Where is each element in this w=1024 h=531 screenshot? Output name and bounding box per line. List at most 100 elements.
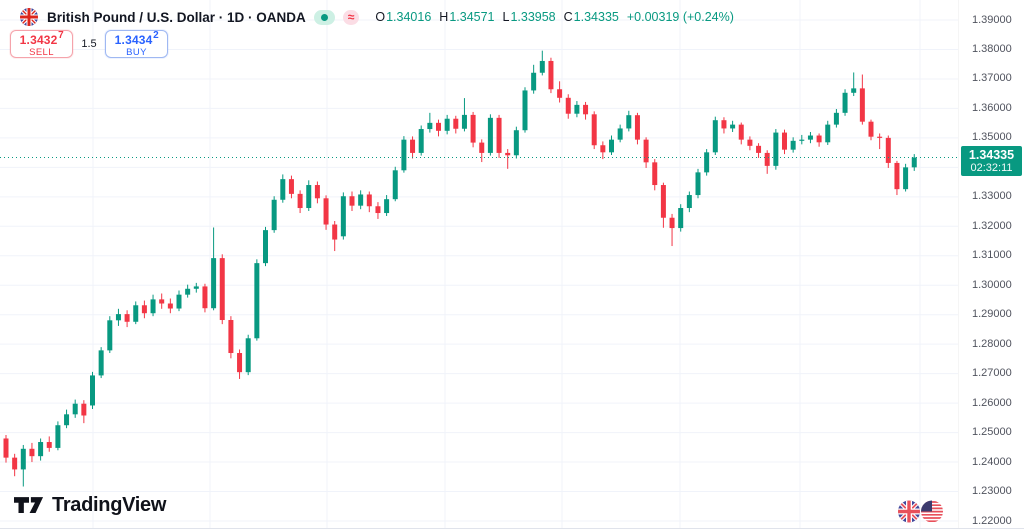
candle [124,310,130,328]
candle [712,116,718,155]
candle [280,174,286,203]
candle [3,434,9,463]
tradingview-logo[interactable]: TradingView [14,494,166,517]
pair-flags-icon [898,499,944,524]
open-value: 1.34016 [386,10,432,24]
candle [617,124,623,143]
high-label: H [439,10,449,24]
candle [782,129,787,155]
open-label: O [375,10,386,24]
candle [583,101,589,120]
candle [695,168,701,199]
candle [392,166,398,202]
candle [548,57,554,94]
candle [115,308,121,326]
sell-button[interactable]: 1.34327 SELL [10,30,73,58]
price-tick-label: 1.22000 [972,514,1012,527]
time-axis-divider [0,528,1024,531]
candle [384,195,390,216]
candle [704,149,710,176]
candle [513,126,519,159]
candle [245,334,251,376]
candle [609,135,614,155]
candle [799,134,805,145]
spread-value: 1.5 [81,38,97,50]
candle [660,182,666,228]
candle [349,191,355,211]
symbol-title[interactable]: British Pound / U.S. Dollar · 1D · OANDA [47,9,306,25]
delayed-data-icon[interactable]: ≈ [342,9,360,25]
bar-countdown: 02:32:11 [970,162,1013,175]
candle [254,259,260,341]
candle [107,316,113,354]
high-value: 1.34571 [449,10,495,24]
candle [72,399,78,418]
price-tick-label: 1.29000 [972,308,1012,321]
candle [150,294,156,317]
candle [159,293,165,309]
candle [12,453,18,477]
candle [314,181,320,204]
tradingview-logo-icon [14,497,44,513]
candle [487,114,493,156]
buy-button[interactable]: 1.34342 BUY [105,30,168,58]
candle [81,400,87,424]
candle [418,125,424,156]
last-price-badge: 1.34335 02:32:11 [961,146,1022,177]
sell-pip-digit: 7 [58,29,64,41]
candle [764,150,770,174]
candle [557,81,563,103]
candle [479,139,485,163]
candle [842,89,848,116]
candle [90,371,95,410]
candle [773,129,779,170]
candle [505,149,511,169]
candle [340,192,346,240]
price-tick-label: 1.31000 [972,249,1012,262]
low-label: L [502,10,510,24]
candle [591,111,597,150]
candle [271,196,277,233]
candle [211,227,217,311]
candle [531,64,537,94]
symbol-header: British Pound / U.S. Dollar · 1D · OANDA… [20,6,734,28]
candle [185,284,191,298]
candle [522,87,528,133]
price-tick-label: 1.35000 [972,131,1012,144]
candle [358,190,364,210]
close-label: C [563,10,573,24]
sell-label: SELL [29,46,54,58]
price-tick-label: 1.37000 [972,72,1012,85]
market-status-icon[interactable] [313,9,335,25]
candle [176,290,182,312]
price-tick-label: 1.26000 [972,396,1012,409]
candle [193,282,199,293]
candle [859,74,865,125]
trade-panel: 1.34327 SELL 1.5 1.34342 BUY [10,30,168,58]
candle [98,347,104,379]
candle [756,143,762,158]
candle [885,135,891,168]
candle [894,160,900,196]
price-tick-label: 1.32000 [972,219,1012,232]
candle [167,298,173,314]
price-axis[interactable]: 1.22000 1.23000 1.24000 1.25000 1.26000 1.270… [958,0,1024,528]
candle [903,163,909,192]
candle [332,220,338,252]
candle [20,444,26,487]
price-tick-label: 1.39000 [972,13,1012,26]
candle [38,438,44,461]
candle [64,409,70,429]
candle [877,133,883,150]
candle [721,117,727,134]
candle [237,349,243,379]
candle [626,110,632,132]
candle [228,316,234,359]
candle [470,111,476,148]
price-tick-label: 1.36000 [972,101,1012,114]
candle [306,180,312,211]
price-tick-label: 1.23000 [972,485,1012,498]
price-tick-label: 1.38000 [972,42,1012,55]
